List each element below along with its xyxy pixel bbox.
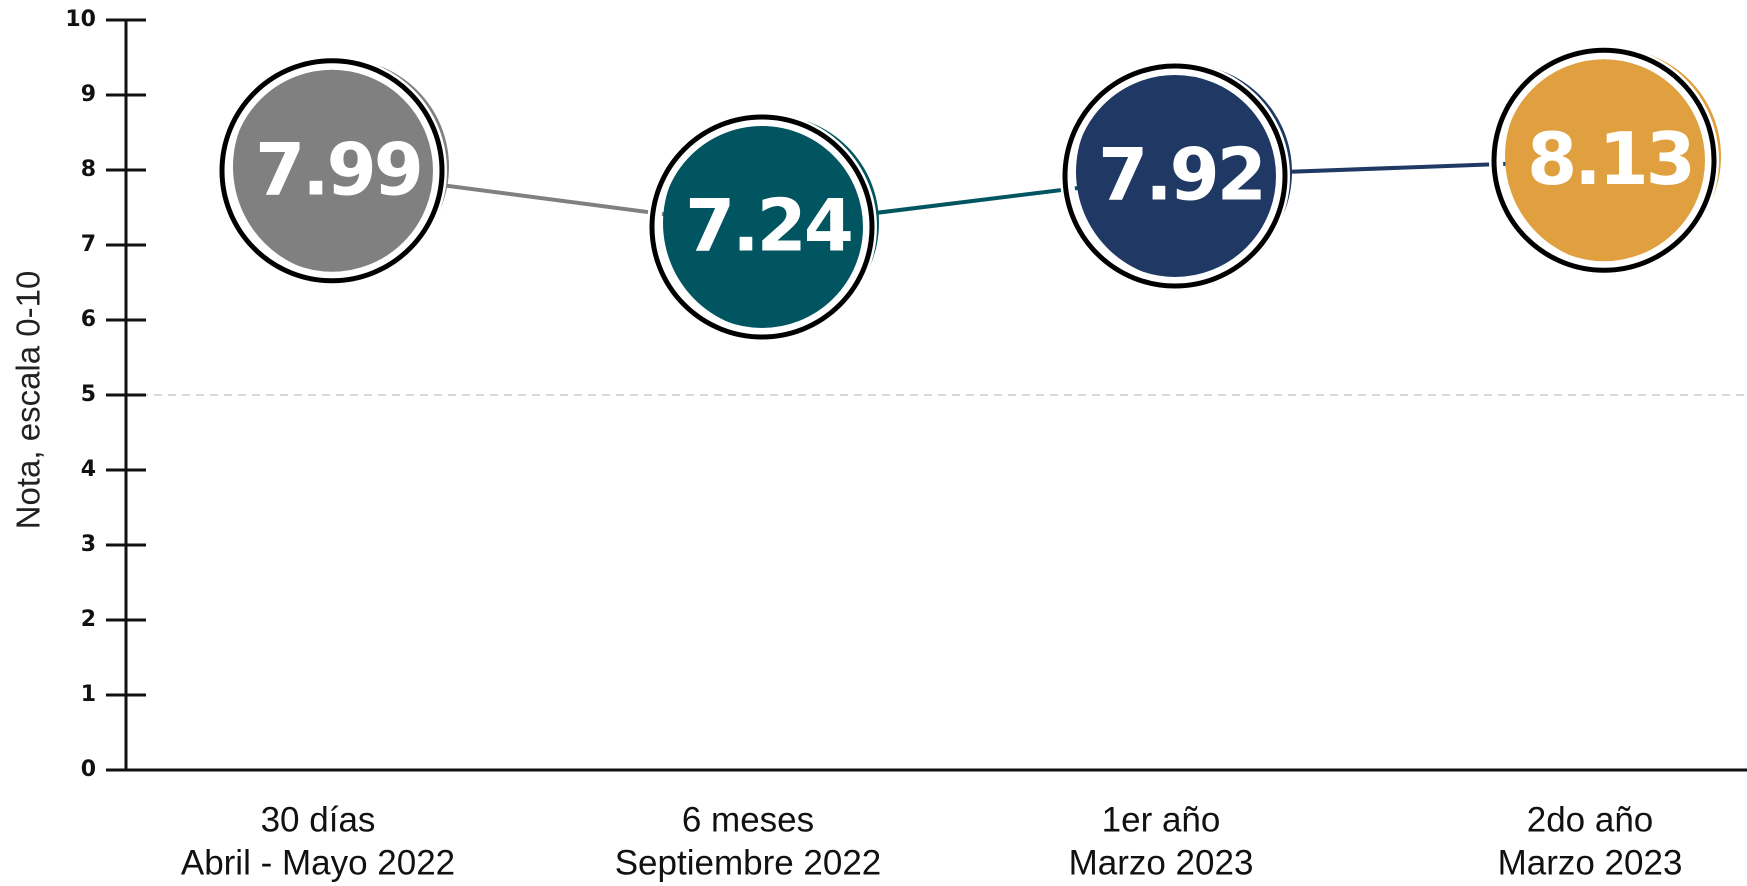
- x-tick-label: 1er año: [1102, 800, 1221, 839]
- value-label: 7.24: [685, 184, 851, 268]
- y-tick-label: 6: [81, 307, 96, 332]
- x-tick-label: 6 meses: [682, 800, 814, 839]
- marker-fill: [663, 115, 879, 331]
- y-tick-label: 7: [81, 232, 96, 257]
- x-tick-label: Septiembre 2022: [615, 843, 882, 882]
- x-tick-label: Abril - Mayo 2022: [181, 843, 455, 882]
- y-tick-label: 4: [81, 457, 96, 482]
- y-tick-label: 8: [81, 157, 96, 182]
- marker-fill: [1076, 64, 1292, 280]
- value-label: 7.99: [255, 127, 421, 211]
- x-tick-label: 30 días: [261, 800, 376, 839]
- marker-ring: [649, 114, 875, 340]
- y-tick-label: 10: [65, 7, 96, 32]
- x-tick-label: Marzo 2023: [1069, 843, 1254, 882]
- marker-ring: [219, 58, 445, 284]
- marker-ring: [1491, 47, 1717, 273]
- value-label: 7.92: [1098, 133, 1264, 217]
- marker-fill: [1505, 48, 1721, 265]
- marker-fill: [233, 58, 449, 275]
- value-label: 8.13: [1527, 117, 1693, 201]
- y-tick-label: 5: [81, 382, 96, 407]
- y-tick-label: 2: [81, 607, 96, 632]
- y-tick-label: 0: [81, 757, 96, 782]
- y-axis-title: Nota, escala 0-10: [10, 271, 47, 530]
- x-tick-label: Marzo 2023: [1498, 843, 1683, 882]
- x-tick-label: 2do año: [1527, 800, 1654, 839]
- y-tick-label: 3: [81, 532, 96, 557]
- y-tick-label: 9: [81, 82, 96, 107]
- marker-ring: [1062, 63, 1288, 289]
- y-tick-label: 1: [81, 682, 96, 707]
